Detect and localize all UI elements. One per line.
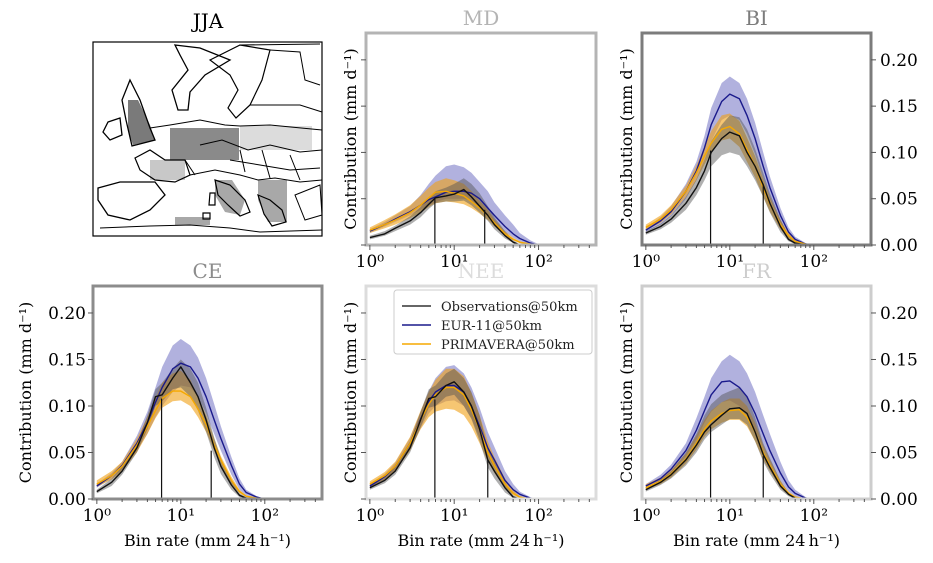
legend: Observations@50km EUR-11@50km PRIMAVERA@50… [393, 289, 593, 355]
x-tick-label: 10² [251, 506, 279, 526]
line-observations [369, 188, 539, 245]
plot-area [96, 339, 265, 499]
y-axis-label: Contribution (mm d⁻¹) [341, 302, 360, 484]
y-tick-label: 0.05 [880, 190, 918, 210]
x-axis-label: Bin rate (mm 24 h⁻¹) [124, 531, 291, 550]
legend-label: EUR-11@50km [441, 319, 542, 334]
line-observations [369, 381, 539, 499]
legend-box [393, 289, 593, 355]
x-tick-label: 10¹ [716, 252, 744, 272]
y-tick-label: 0.15 [880, 350, 918, 370]
y-tick-label: 0.20 [48, 304, 86, 324]
y-tick-label: 0.05 [880, 443, 918, 463]
y-tick-label: 0.10 [880, 397, 918, 417]
line-observations [645, 131, 814, 245]
x-tick-label: 10¹ [167, 506, 195, 526]
map-region-fr [150, 160, 185, 180]
line-eur-11 [369, 190, 539, 245]
panel-bi: BI 10⁰ 10¹ 10² 0.00 0.05 0.10 0.15 0.20 Contribut… [617, 6, 918, 272]
x-tick-label: 10⁰ [83, 506, 112, 526]
line-observations [96, 366, 265, 499]
map-europe [97, 43, 323, 233]
y-tick-label: 0.20 [880, 51, 918, 71]
y-tick-label: 0.05 [48, 443, 86, 463]
x-tick-label: 10¹ [716, 506, 744, 526]
line-primavera [96, 390, 265, 499]
panel-frame [640, 284, 873, 501]
y-tick-label: 0.00 [880, 490, 918, 510]
y-axis-label: Contribution (mm d⁻¹) [617, 302, 636, 484]
x-tick-label: 10¹ [440, 252, 468, 272]
panel-ce: CE 10⁰ 10¹ 10² Bin rate (mm 24 h⁻¹) 0.00 0.05 0… [16, 259, 324, 550]
map-title: JJA [191, 9, 224, 33]
y-tick-label: 0.10 [880, 143, 918, 163]
band-observations [369, 368, 539, 499]
band-observations [645, 115, 814, 245]
line-primavera [369, 386, 539, 499]
map-region-md [175, 180, 287, 225]
band-eur-11 [645, 354, 814, 499]
y-tick-label: 0.15 [880, 97, 918, 117]
y-tick-label: 0.00 [48, 490, 86, 510]
band-primavera [369, 368, 539, 499]
x-tick-label: 10¹ [440, 506, 468, 526]
line-primavera [645, 125, 814, 245]
y-axis-label: Contribution (mm d⁻¹) [617, 48, 636, 230]
legend-label: Observations@50km [441, 300, 578, 315]
x-tick-label: 10² [524, 252, 552, 272]
x-tick-label: 10² [800, 506, 828, 526]
map-region-bi [128, 100, 155, 145]
line-eur-11 [645, 380, 814, 499]
y-tick-label: 0.10 [48, 397, 86, 417]
panel-frame [364, 284, 598, 501]
x-tick-label: 10⁰ [632, 252, 661, 272]
line-primavera [369, 190, 539, 245]
line-observations [645, 407, 814, 499]
x-tick-label: 10⁰ [632, 506, 661, 526]
x-tick-label: 10⁰ [356, 506, 385, 526]
plot-area [369, 164, 539, 245]
band-observations [369, 178, 539, 245]
x-axis-label: Bin rate (mm 24 h⁻¹) [397, 531, 564, 550]
line-eur-11 [96, 362, 265, 499]
panel-title: NEE [458, 259, 505, 283]
panel-title: CE [193, 259, 223, 283]
band-observations [96, 359, 265, 499]
y-axis-label: Contribution (mm d⁻¹) [341, 48, 360, 230]
y-axis-label: Contribution (mm d⁻¹) [16, 302, 35, 484]
panel-md: MD 10⁰ 10¹ 10² Contribution (mm d⁻¹) [341, 6, 598, 272]
panel-frame [640, 31, 873, 247]
panel-fr: FR 10⁰ 10¹ 10² Bin rate (mm 24 h⁻¹) 0.00 0.05 0… [617, 259, 918, 550]
panel-title: BI [745, 6, 768, 30]
x-tick-label: 10² [800, 252, 828, 272]
y-tick-label: 0.20 [880, 304, 918, 324]
y-tick-label: 0.00 [880, 236, 918, 256]
panel-title: FR [742, 259, 772, 283]
plot-area [645, 354, 814, 499]
band-primavera [645, 113, 814, 245]
panel-frame [91, 284, 324, 501]
y-tick-label: 0.15 [48, 350, 86, 370]
panel-frame [364, 31, 598, 247]
panel-title: MD [463, 6, 500, 30]
map-panel: JJA [92, 9, 323, 237]
x-axis-label: Bin rate (mm 24 h⁻¹) [673, 531, 840, 550]
band-primavera [96, 370, 265, 499]
x-tick-label: 10² [524, 506, 552, 526]
legend-label: PRIMAVERA@50km [441, 338, 575, 353]
band-primavera [645, 398, 814, 499]
plot-area [369, 365, 539, 499]
plot-area [645, 76, 814, 245]
x-tick-label: 10⁰ [356, 252, 385, 272]
band-eur-11 [369, 164, 539, 245]
panel-nee: NEE 10⁰ 10¹ 10² Bin rate (mm 24 h⁻¹) Contribu… [341, 259, 598, 550]
